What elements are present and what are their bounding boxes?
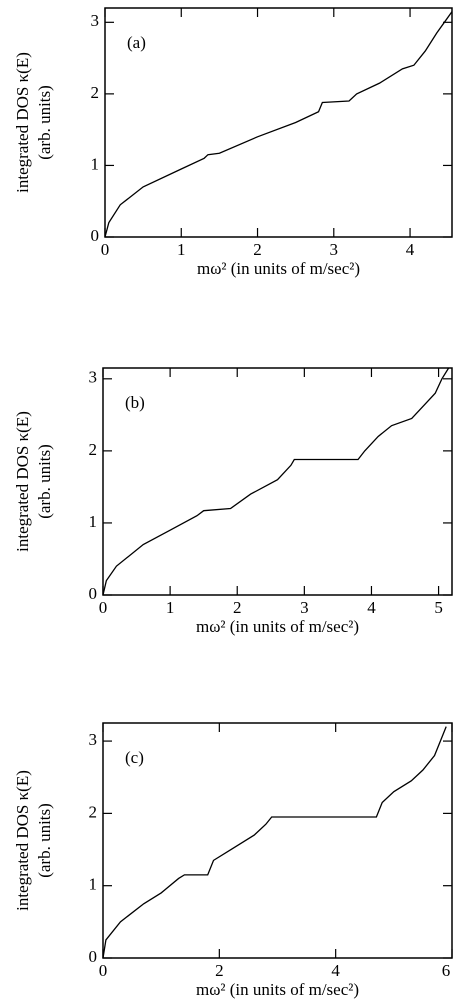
x-tick-label: 0 — [99, 961, 108, 980]
y-tick-label: 0 — [91, 226, 100, 245]
x-tick-label: 4 — [406, 240, 415, 259]
x-axis-label: mω² (in units of m/sec²) — [196, 617, 359, 636]
x-tick-label: 1 — [177, 240, 186, 259]
dos-curve — [102, 367, 450, 596]
panel-label: (c) — [125, 748, 144, 767]
y-tick-label: 3 — [91, 11, 100, 30]
x-tick-label: 1 — [166, 598, 175, 617]
x-axis-label: mω² (in units of m/sec²) — [197, 259, 360, 278]
y-tick-label: 0 — [89, 947, 98, 966]
x-tick-label: 0 — [101, 240, 110, 259]
x-tick-label: 4 — [367, 598, 376, 617]
y-tick-label: 3 — [89, 730, 98, 749]
plot-frame — [102, 367, 453, 596]
y-axis-label: (arb. units) — [35, 85, 54, 160]
x-axis-label: mω² (in units of m/sec²) — [196, 980, 359, 999]
y-axis-label: (arb. units) — [35, 444, 54, 519]
y-tick-label: 2 — [91, 83, 100, 102]
x-tick-label: 3 — [330, 240, 339, 259]
x-tick-label: 2 — [215, 961, 224, 980]
y-tick-label: 0 — [89, 584, 98, 603]
y-tick-label: 1 — [89, 512, 98, 531]
dos-curve — [104, 11, 453, 238]
y-axis-label: integrated DOS κ(E) — [13, 411, 32, 552]
dos-curve — [102, 726, 447, 959]
y-tick-label: 2 — [89, 802, 98, 821]
plot-frame — [102, 722, 453, 959]
y-tick-label: 3 — [89, 368, 98, 387]
panel-label: (a) — [127, 33, 146, 52]
y-axis-label: integrated DOS κ(E) — [13, 770, 32, 911]
y-tick-label: 1 — [89, 875, 98, 894]
x-tick-label: 5 — [434, 598, 443, 617]
x-tick-label: 3 — [300, 598, 309, 617]
x-tick-label: 2 — [233, 598, 242, 617]
x-tick-label: 4 — [331, 961, 340, 980]
y-tick-label: 1 — [91, 154, 100, 173]
y-axis-label: (arb. units) — [35, 803, 54, 878]
x-tick-label: 2 — [253, 240, 262, 259]
x-tick-label: 6 — [442, 961, 451, 980]
y-tick-label: 2 — [89, 440, 98, 459]
plot-frame — [104, 7, 453, 238]
y-axis-label: integrated DOS κ(E) — [13, 52, 32, 193]
x-tick-label: 0 — [99, 598, 108, 617]
panel-label: (b) — [125, 393, 145, 412]
